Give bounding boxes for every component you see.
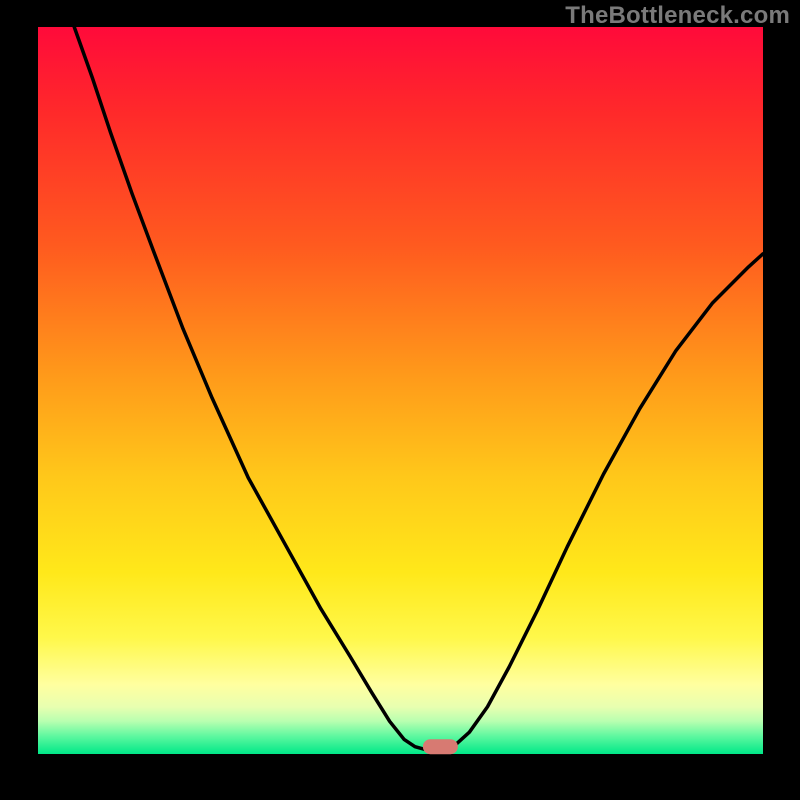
- chart-canvas: TheBottleneck.com: [0, 0, 800, 800]
- plot-background: [38, 27, 763, 754]
- watermark-text: TheBottleneck.com: [565, 2, 790, 30]
- optimal-marker: [423, 740, 457, 754]
- bottleneck-chart: [0, 0, 800, 800]
